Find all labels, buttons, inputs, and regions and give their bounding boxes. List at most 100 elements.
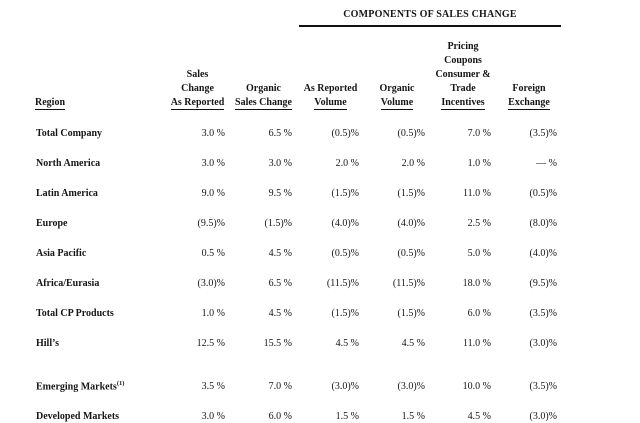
value-cell: 2.0 %: [401, 157, 425, 169]
value-cell: 5.0 %: [467, 247, 491, 259]
value-cell: (3.0)%: [397, 380, 426, 392]
value-cell: (3.0)%: [331, 380, 360, 392]
value-cell: 4.5 %: [401, 337, 425, 349]
value-cell: 3.0 %: [201, 127, 225, 139]
value-cell: — %: [536, 157, 557, 169]
region-label: Africa/Eurasia: [36, 277, 100, 289]
footnote-marker: (1): [116, 379, 125, 387]
sales-change-table: Region Sales Change As Reported Organic Sales…: [35, 40, 562, 423]
value-cell: (3.0)%: [529, 337, 558, 349]
components-header-group: COMPONENTS OF SALES CHANGE: [299, 9, 561, 27]
column-header-text: Volume: [380, 97, 414, 110]
column-header-organic-volume: Organic Volume: [364, 40, 430, 112]
value-cell: 6.5 %: [268, 277, 292, 289]
value-cell: 2.5 %: [467, 217, 491, 229]
value-cell: 4.5 %: [268, 247, 292, 259]
column-header-as-reported-volume: As Reported Volume: [297, 40, 364, 112]
value-cell: (3.5)%: [529, 127, 558, 139]
value-cell: 4.5 %: [268, 307, 292, 319]
value-cell: (3.0)%: [197, 277, 226, 289]
value-cell: (4.0)%: [529, 247, 558, 259]
table-header: Region Sales Change As Reported Organic Sales…: [35, 40, 562, 112]
column-header-text: Trade: [450, 83, 476, 94]
value-cell: 1.5 %: [335, 410, 359, 422]
value-cell: (11.5)%: [326, 277, 359, 289]
region-label: Hill’s: [36, 337, 59, 349]
value-cell: (3.0)%: [529, 410, 558, 422]
column-header-text: As Reported: [170, 97, 225, 110]
column-header-foreign-exchange: Foreign Exchange: [496, 40, 562, 112]
column-header-text: Incentives: [441, 97, 485, 110]
value-cell: (0.5)%: [397, 127, 426, 139]
column-header-text: Exchange: [508, 97, 550, 110]
region-label: Developed Markets: [36, 410, 120, 422]
table-row: North America 3.0 % 3.0 % 2.0 % 2.0 % 1.0 % — …: [35, 148, 562, 178]
value-cell: (0.5)%: [331, 247, 360, 259]
region-label: Total CP Products: [36, 307, 114, 319]
table-row: Europe (9.5)% (1.5)% (4.0)% (4.0)% 2.5 % (8.0)…: [35, 208, 562, 238]
value-cell: 0.5 %: [201, 247, 225, 259]
column-header-organic-sales-change: Organic Sales Change: [230, 40, 297, 112]
value-cell: (3.5)%: [529, 380, 558, 392]
value-cell: (4.0)%: [397, 217, 426, 229]
value-cell: 4.5 %: [335, 337, 359, 349]
region-label: Asia Pacific: [36, 247, 87, 259]
value-cell: 7.0 %: [268, 380, 292, 392]
value-cell: 18.0 %: [462, 277, 491, 289]
value-cell: 1.5 %: [401, 410, 425, 422]
table-row: Hill’s 12.5 % 15.5 % 4.5 % 4.5 % 11.0 % (3.0)%: [35, 328, 562, 358]
region-label: North America: [36, 157, 101, 169]
value-cell: (0.5)%: [331, 127, 360, 139]
column-header-text: Coupons: [444, 55, 482, 66]
column-header-text: As Reported: [303, 83, 358, 94]
column-header-text: Pricing: [447, 41, 479, 52]
value-cell: 11.0 %: [463, 337, 491, 349]
column-header-text: Volume: [314, 97, 347, 110]
value-cell: 6.0 %: [467, 307, 491, 319]
value-cell: 3.5 %: [201, 380, 225, 392]
column-header-pricing-coupons-consumer-trade-incentives: Pricing Coupons Consumer & Trade Incentives: [430, 40, 496, 112]
column-header-text: Foreign: [512, 83, 546, 94]
value-cell: (11.5)%: [392, 277, 425, 289]
value-cell: (0.5)%: [529, 187, 558, 199]
value-cell: (1.5)%: [331, 307, 360, 319]
value-cell: 6.0 %: [268, 410, 292, 422]
table-row: Emerging Markets(1) 3.5 % 7.0 % (3.0)% (3.0)…: [35, 371, 562, 401]
column-header-text: Sales Change: [235, 97, 292, 110]
value-cell: 10.0 %: [462, 380, 491, 392]
column-header-text: Consumer &: [435, 69, 491, 80]
value-cell: 1.0 %: [467, 157, 491, 169]
column-header-sales-change-as-reported: Sales Change As Reported: [165, 40, 230, 112]
value-cell: (0.5)%: [397, 247, 426, 259]
components-of-sales-change-title: COMPONENTS OF SALES CHANGE: [299, 9, 561, 27]
value-cell: 9.5 %: [268, 187, 292, 199]
value-cell: 6.5 %: [268, 127, 292, 139]
value-cell: 4.5 %: [467, 410, 491, 422]
table-row: Developed Markets 3.0 % 6.0 % 1.5 % 1.5 % 4.5…: [35, 401, 562, 423]
column-header-text: Change: [181, 83, 214, 94]
table-row: Total CP Products 1.0 % 4.5 % (1.5)% (1.5)% 6…: [35, 298, 562, 328]
value-cell: 1.0 %: [201, 307, 225, 319]
value-cell: (3.5)%: [529, 307, 558, 319]
table-body: Total Company 3.0 % 6.5 % (0.5)% (0.5)% 7.0 %…: [35, 112, 562, 423]
value-cell: 3.0 %: [268, 157, 292, 169]
value-cell: 2.0 %: [335, 157, 359, 169]
value-cell: (9.5)%: [529, 277, 558, 289]
value-cell: (1.5)%: [264, 217, 293, 229]
table-row: Africa/Eurasia (3.0)% 6.5 % (11.5)% (11.5)% 1…: [35, 268, 562, 298]
column-header-text: Sales: [186, 69, 209, 80]
column-header-region: Region: [35, 40, 165, 112]
region-label: Europe: [36, 217, 68, 229]
table-row: Latin America 9.0 % 9.5 % (1.5)% (1.5)% 11.0 …: [35, 178, 562, 208]
table-row: Total Company 3.0 % 6.5 % (0.5)% (0.5)% 7.0 %…: [35, 118, 562, 148]
region-label: Emerging Markets(1): [36, 379, 125, 393]
header-row: Region Sales Change As Reported Organic Sales…: [35, 40, 562, 112]
value-cell: (8.0)%: [529, 217, 558, 229]
value-cell: (9.5)%: [197, 217, 226, 229]
value-cell: (1.5)%: [397, 187, 426, 199]
region-label: Latin America: [36, 187, 98, 199]
column-header-text: Organic: [246, 83, 281, 94]
value-cell: (1.5)%: [397, 307, 426, 319]
value-cell: 3.0 %: [201, 410, 225, 422]
